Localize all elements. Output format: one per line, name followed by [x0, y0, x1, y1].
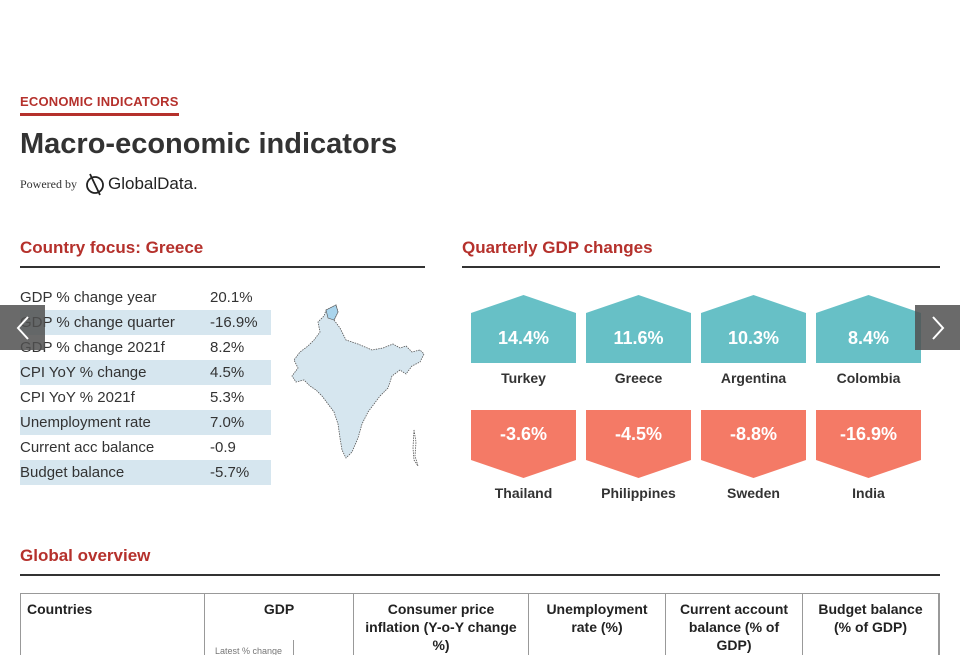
gdp-tile: 14.4% Turkey — [471, 295, 576, 386]
column-header: Unemployment rate (%) — [529, 594, 666, 655]
focus-label: Current acc balance — [20, 439, 155, 456]
page-title: Macro-economic indicators — [20, 128, 398, 160]
focus-value: 7.0% — [210, 414, 245, 431]
gdp-tile: -3.6% Thailand — [471, 410, 576, 501]
tile-shape-down — [471, 410, 576, 478]
focus-row: GDP % change quarter -16.9% — [20, 310, 271, 335]
tile-shape-down — [701, 410, 806, 478]
gdp-tile-value: -4.5% — [614, 424, 663, 444]
focus-label: Unemployment rate — [20, 414, 151, 431]
country-map — [291, 304, 425, 467]
gdp-tile-country: Sweden — [727, 485, 780, 501]
tile-shape-up — [586, 295, 691, 363]
focus-value: -16.9% — [210, 314, 258, 331]
gdp-tile: 10.3% Argentina — [701, 295, 806, 386]
focus-row: CPI YoY % change 4.5% — [20, 360, 271, 385]
column-header: Countries — [21, 594, 205, 655]
quarterly-gdp-title: Quarterly GDP changes — [462, 238, 940, 268]
globaldata-logo[interactable]: GlobalData. — [85, 172, 198, 196]
focus-label: GDP % change year — [20, 289, 157, 306]
powered-by-label: Powered by — [20, 176, 77, 191]
focus-value: 4.5% — [210, 364, 245, 381]
chevron-right-icon — [931, 315, 944, 340]
global-overview-title: Global overview — [20, 546, 940, 576]
focus-row: Unemployment rate 7.0% — [20, 410, 271, 435]
column-header: GDP — [205, 594, 354, 655]
focus-row: GDP % change 2021f 8.2% — [20, 335, 271, 360]
divider — [293, 640, 294, 655]
gdp-tile-country: India — [852, 485, 885, 501]
focus-label: GDP % change quarter — [20, 314, 175, 331]
gdp-tile-value: 10.3% — [727, 328, 780, 348]
focus-row: GDP % change year 20.1% — [20, 285, 271, 310]
gdp-tile-value: 11.6% — [613, 328, 664, 348]
focus-value: 8.2% — [210, 339, 245, 356]
column-header: Consumer price inflation (Y-o-Y change %… — [354, 594, 529, 655]
gdp-tile-country: Greece — [614, 370, 663, 386]
tile-shape-up — [816, 295, 921, 363]
gdp-tile: -8.8% Sweden — [701, 410, 806, 501]
focus-value: 20.1% — [210, 289, 253, 306]
column-header: Current account balance (% of GDP) — [666, 594, 803, 655]
gdp-tile: -16.9% India — [816, 410, 921, 501]
global-overview-table: Countries GDP Consumer price inflation (… — [20, 593, 940, 655]
column-header: Budget balance (% of GDP) — [803, 594, 939, 655]
focus-label: CPI YoY % 2021f — [20, 389, 135, 406]
gdp-tile-country: Turkey — [501, 370, 546, 386]
gdp-tile: -4.5% Philippines — [586, 410, 691, 501]
tile-shape-down — [586, 410, 691, 478]
focus-value: 5.3% — [210, 389, 245, 406]
gdp-tile-value: 8.4% — [847, 328, 890, 348]
gdp-tile-value: 14.4% — [497, 328, 550, 348]
tile-shape-down — [816, 410, 921, 478]
brand-name: GlobalData. — [108, 174, 198, 193]
gdp-tile-country: Argentina — [720, 370, 787, 386]
carousel-next-button[interactable] — [915, 305, 960, 350]
carousel-prev-button[interactable] — [0, 305, 45, 350]
gdp-tile-value: -8.8% — [729, 424, 778, 444]
gdp-tile-value: -16.9% — [839, 424, 898, 444]
gdp-sub-label: Latest % change — [215, 646, 283, 655]
focus-label: CPI YoY % change — [20, 364, 147, 381]
powered-by: Powered by GlobalData. — [20, 172, 198, 196]
gdp-tile-country: Philippines — [601, 485, 676, 501]
gdp-tile-country: Colombia — [836, 370, 901, 386]
gdp-tile-country: Thailand — [494, 485, 553, 501]
focus-row: Current acc balance -0.9 — [20, 435, 271, 460]
gdp-tile-value: -3.6% — [499, 424, 548, 444]
section-tag: ECONOMIC INDICATORS — [20, 94, 179, 116]
focus-value: -5.7% — [210, 464, 250, 481]
focus-label: GDP % change 2021f — [20, 339, 165, 356]
chevron-left-icon — [16, 315, 29, 340]
focus-row: CPI YoY % 2021f 5.3% — [20, 385, 271, 410]
gdp-tile: 8.4% Colombia — [816, 295, 921, 386]
tile-shape-up — [471, 295, 576, 363]
gdp-tile: 11.6% Greece — [586, 295, 691, 386]
focus-value: -0.9 — [210, 439, 236, 456]
focus-label: Budget balance — [20, 464, 125, 481]
tile-shape-up — [701, 295, 806, 363]
focus-row: Budget balance -5.7% — [20, 460, 271, 485]
country-focus-table: GDP % change year 20.1% GDP % change quar… — [20, 285, 271, 485]
globaldata-icon — [86, 173, 104, 196]
country-focus-title: Country focus: Greece — [20, 238, 425, 268]
